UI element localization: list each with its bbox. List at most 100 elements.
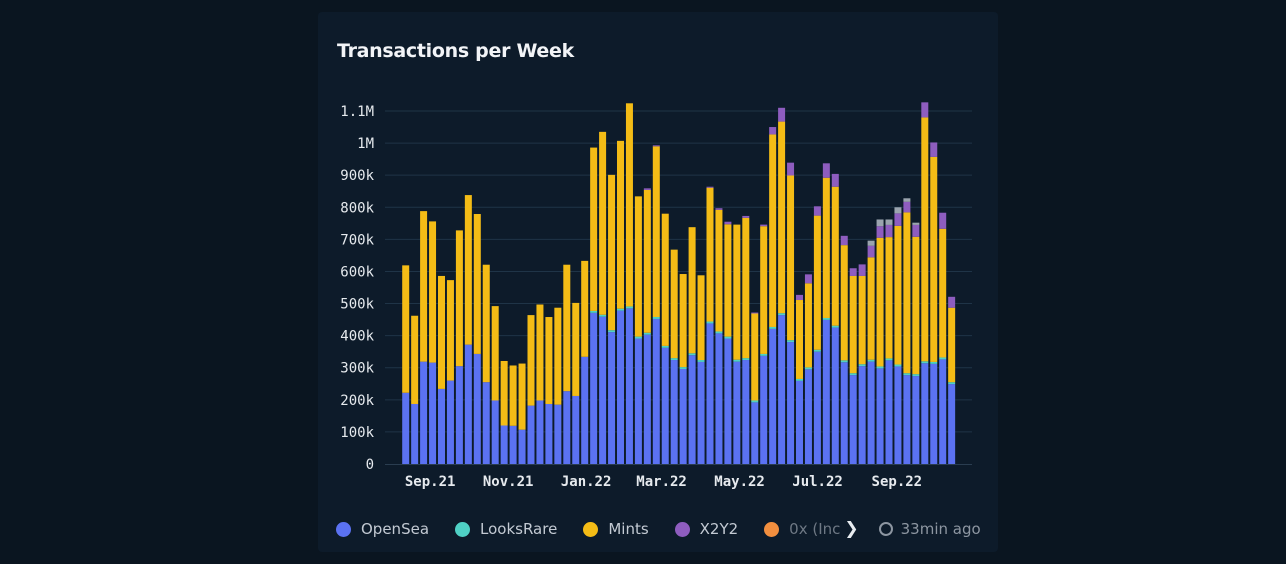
bar-segment-opensea xyxy=(608,332,616,464)
bar-segment-mints xyxy=(554,307,562,405)
bar-segment-opensea xyxy=(491,400,499,464)
bar-segment-looksrare xyxy=(778,313,786,316)
bar-segment-looksrare xyxy=(840,360,848,363)
bar-segment-opensea xyxy=(402,392,410,464)
bar-segment-looksrare xyxy=(813,349,821,352)
bar-segment-opensea xyxy=(876,368,884,464)
bar-segment-mints xyxy=(742,217,750,359)
bar-segment-looksrare xyxy=(867,359,875,362)
bar-segment-x2y2 xyxy=(724,221,732,225)
bar-segment-opensea xyxy=(858,366,866,464)
bar-segment-x2y2 xyxy=(751,312,759,314)
y-tick-label: 800k xyxy=(340,200,374,216)
bar-segment-x2y2 xyxy=(831,173,839,187)
bar-segment-opensea xyxy=(921,363,929,464)
bar-segment-x2y2 xyxy=(787,162,795,176)
bar-segment-x2y2 xyxy=(742,215,750,218)
bar-segment-mints xyxy=(527,315,535,406)
bar-segment-opensea xyxy=(742,360,750,464)
bar-segment-looksrare xyxy=(608,330,616,333)
legend-item-0x[interactable]: 0x (Inc xyxy=(764,520,840,538)
refresh-clock-icon xyxy=(878,522,893,536)
bar-segment-x2y2 xyxy=(840,235,848,246)
bar-segment-opensea xyxy=(804,369,812,464)
bar-segment-other xyxy=(912,222,920,225)
x-tick-label: Jan.22 xyxy=(561,474,612,490)
y-tick-label: 1M xyxy=(357,136,374,152)
legend-item-mints[interactable]: Mints xyxy=(583,520,649,538)
stacked-bar-chart: 0 100k 200k 300k 400k 500k 600k 700k 800k 900k 1M 1… xyxy=(340,102,972,490)
bar-segment-x2y2 xyxy=(903,201,911,213)
bar-segment-looksrare xyxy=(912,374,920,377)
bar-segment-looksrare xyxy=(831,325,839,328)
bar-segment-mints xyxy=(769,134,777,327)
bar-segment-mints xyxy=(760,226,768,354)
chevron-right-icon[interactable]: ❯ xyxy=(844,519,859,539)
bar-segment-x2y2 xyxy=(912,224,920,237)
bar-segment-opensea xyxy=(545,403,553,464)
bar-segment-looksrare xyxy=(590,310,598,313)
bar-segment-x2y2 xyxy=(939,212,947,229)
bar-segment-mints xyxy=(608,174,616,331)
bar-segment-looksrare xyxy=(724,336,732,339)
legend-swatch xyxy=(455,521,471,537)
bar-segment-x2y2 xyxy=(778,107,786,122)
bar-segment-mints xyxy=(903,212,911,374)
bar-segment-opensea xyxy=(438,388,445,464)
legend-item-looksrare[interactable]: LooksRare xyxy=(455,520,557,538)
bar-segment-looksrare xyxy=(751,400,759,403)
bar-segment-opensea xyxy=(473,353,481,464)
bar-segment-mints xyxy=(563,264,571,392)
bar-segment-mints xyxy=(518,363,526,430)
y-tick-label: 1.1M xyxy=(340,104,374,120)
bar-segment-mints xyxy=(473,214,481,354)
bar-segment-opensea xyxy=(912,376,920,464)
bar-segment-mints xyxy=(867,257,875,360)
y-tick-label: 200k xyxy=(340,393,374,409)
bar-segment-mints xyxy=(930,156,938,362)
bar-segment-opensea xyxy=(482,382,490,464)
bar-segment-other xyxy=(885,219,893,225)
bar-segment-mints xyxy=(796,300,803,379)
bar-segment-opensea xyxy=(411,403,419,464)
bar-segment-opensea xyxy=(903,375,911,464)
bar-segment-looksrare xyxy=(903,373,911,376)
legend-item-opensea[interactable]: OpenSea xyxy=(336,520,429,538)
bar-segment-looksrare xyxy=(849,373,857,376)
bar-segment-other xyxy=(876,219,884,227)
bar-segment-opensea xyxy=(849,375,857,464)
bar-segment-opensea xyxy=(751,402,759,464)
bar-segment-mints xyxy=(643,189,651,333)
y-tick-label: 0 xyxy=(366,457,374,473)
bar-segment-mints xyxy=(590,147,598,311)
bar-segment-opensea xyxy=(554,404,562,464)
bar-segment-mints xyxy=(921,117,929,362)
bar-segment-mints xyxy=(733,224,741,360)
bar-segment-opensea xyxy=(581,356,589,464)
bar-segment-mints xyxy=(697,275,705,361)
bar-segment-looksrare xyxy=(760,353,768,356)
x-tick-label: Nov.21 xyxy=(483,474,534,490)
bar-segment-looksrare xyxy=(885,358,893,361)
bar-segment-opensea xyxy=(697,361,705,464)
bar-segment-looksrare xyxy=(858,364,866,367)
bar-segment-mints xyxy=(948,307,956,383)
bar-segment-mints xyxy=(446,280,454,381)
bar-segment-mints xyxy=(420,211,428,362)
bar-segment-mints xyxy=(455,230,463,367)
bar-segment-opensea xyxy=(500,425,508,464)
bar-segment-mints xyxy=(778,121,786,314)
bar-segment-mints xyxy=(661,213,669,346)
bar-segment-mints xyxy=(617,140,624,309)
bar-segment-mints xyxy=(670,249,678,359)
bar-segment-looksrare xyxy=(617,308,624,311)
bar-segment-opensea xyxy=(643,334,651,464)
bar-segment-looksrare xyxy=(894,364,902,367)
updated-text: 33min ago xyxy=(900,520,981,538)
bar-segment-opensea xyxy=(688,355,696,464)
legend-item-x2y2[interactable]: X2Y2 xyxy=(674,520,738,538)
bar-segment-opensea xyxy=(599,316,607,464)
bar-segment-other xyxy=(867,240,875,246)
last-updated: 33min ago xyxy=(878,520,981,538)
x-tick-label: May.22 xyxy=(714,474,765,490)
